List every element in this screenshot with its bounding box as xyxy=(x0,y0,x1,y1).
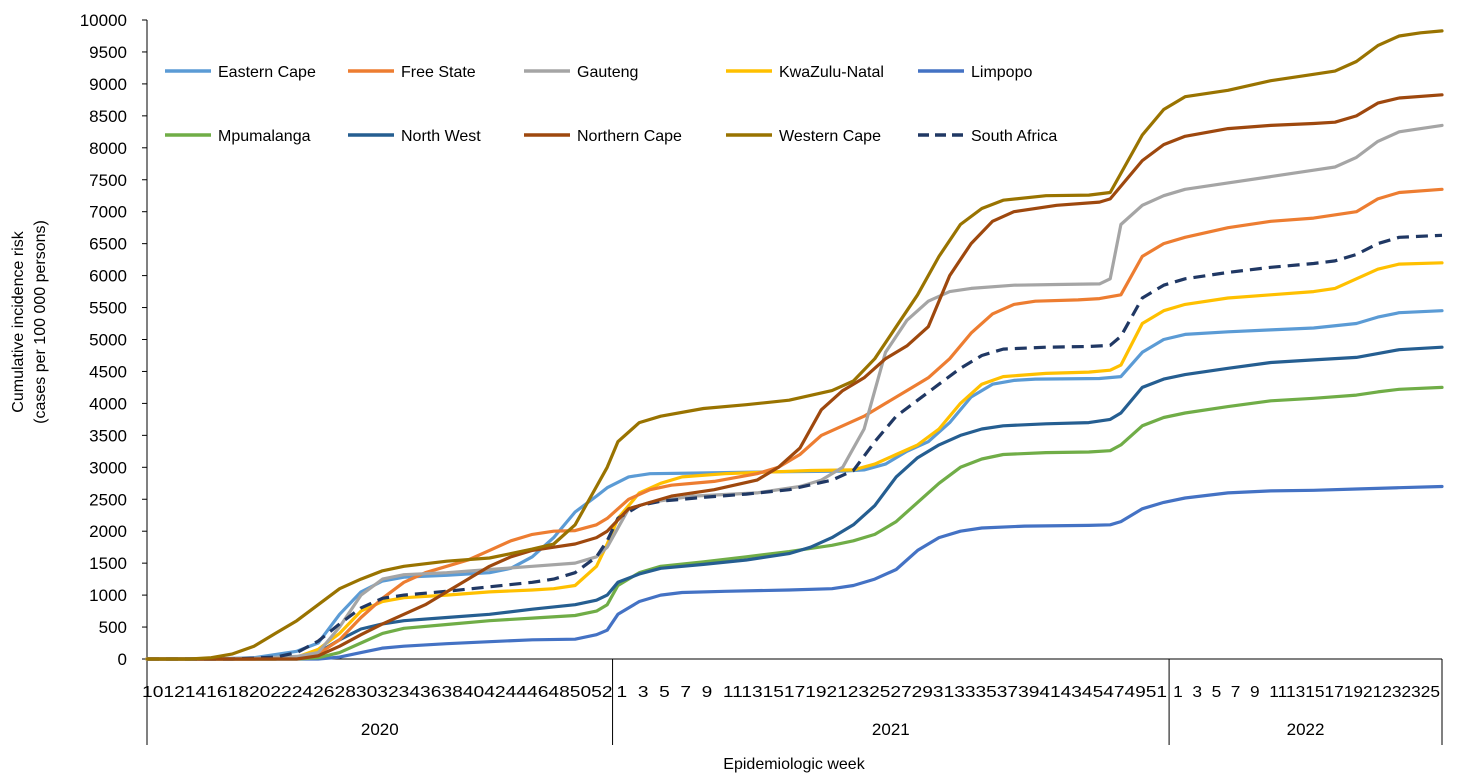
y-tick-label: 7000 xyxy=(89,203,127,222)
legend-label: Limpopo xyxy=(971,64,1032,81)
year-label: 2022 xyxy=(1287,720,1325,739)
legend-label: South Africa xyxy=(971,128,1057,145)
series-line-mpumalanga xyxy=(145,385,1444,661)
y-axis-title-line2: (cases per 100 000 persons) xyxy=(32,220,49,424)
y-axis-title-line1: Cumulative incidence risk xyxy=(10,230,27,412)
legend-label: Free State xyxy=(401,64,476,81)
y-tick-label: 500 xyxy=(99,618,127,637)
y-tick-label: 3000 xyxy=(89,458,127,477)
legend-label: KwaZulu-Natal xyxy=(779,64,884,81)
y-tick-label: 5500 xyxy=(89,299,127,318)
legend-label: Mpumalanga xyxy=(218,128,311,145)
year-label: 2020 xyxy=(361,720,399,739)
legend-label: Eastern Cape xyxy=(218,64,316,81)
legend-label: Western Cape xyxy=(779,128,881,145)
y-tick-label: 10000 xyxy=(80,11,127,30)
y-tick-label: 0 xyxy=(118,650,127,669)
y-tick-label: 1500 xyxy=(89,554,127,573)
y-tick-label: 6000 xyxy=(89,267,127,286)
y-tick-label: 4500 xyxy=(89,362,127,381)
y-axis: 0 500 1000 1500 2000 2500 3000 3500 4000 4500 5000… xyxy=(80,11,148,669)
x-tick-labels: 1012141618202224262830323436384042444648… xyxy=(142,684,613,701)
x-tick-labels: 1 3 5 7 9 111315171921232325 xyxy=(1173,684,1440,701)
year-label: 2021 xyxy=(872,720,910,739)
x-axis: 2020 101214161820222426283032343638404244… xyxy=(142,658,1443,745)
series-line-western-cape xyxy=(145,29,1444,661)
y-tick-label: 8500 xyxy=(89,107,127,126)
y-tick-label: 7500 xyxy=(89,171,127,190)
y-tick-label: 8000 xyxy=(89,139,127,158)
series-line-north-west xyxy=(145,345,1444,661)
y-tick-label: 9000 xyxy=(89,75,127,94)
series-line-eastern-cape xyxy=(145,309,1444,661)
x-tick-labels: 1 3 5 7 9 111315171921232527293133353739… xyxy=(617,684,1168,701)
legend-label: Gauteng xyxy=(577,64,638,81)
y-tick-label: 2500 xyxy=(89,490,127,509)
series-line-gauteng xyxy=(145,123,1444,661)
series-line-northern-cape xyxy=(145,93,1444,661)
legend-label: Northern Cape xyxy=(577,128,682,145)
series-line-kwazulu-natal xyxy=(145,261,1444,661)
legend: Eastern Cape Free State Gauteng KwaZulu-Nat… xyxy=(165,64,1057,145)
y-tick-label: 6500 xyxy=(89,235,127,254)
legend-label: North West xyxy=(401,128,481,145)
y-tick-label: 1000 xyxy=(89,586,127,605)
y-tick-label: 9500 xyxy=(89,43,127,62)
series-lines xyxy=(145,29,1444,661)
y-tick-label: 2000 xyxy=(89,522,127,541)
y-tick-label: 4000 xyxy=(89,394,127,413)
series-line-limpopo xyxy=(145,484,1444,661)
x-axis-title: Epidemiologic week xyxy=(723,756,865,773)
y-tick-label: 3500 xyxy=(89,426,127,445)
y-tick-label: 5000 xyxy=(89,331,127,350)
series-line-south-africa xyxy=(147,233,1443,661)
